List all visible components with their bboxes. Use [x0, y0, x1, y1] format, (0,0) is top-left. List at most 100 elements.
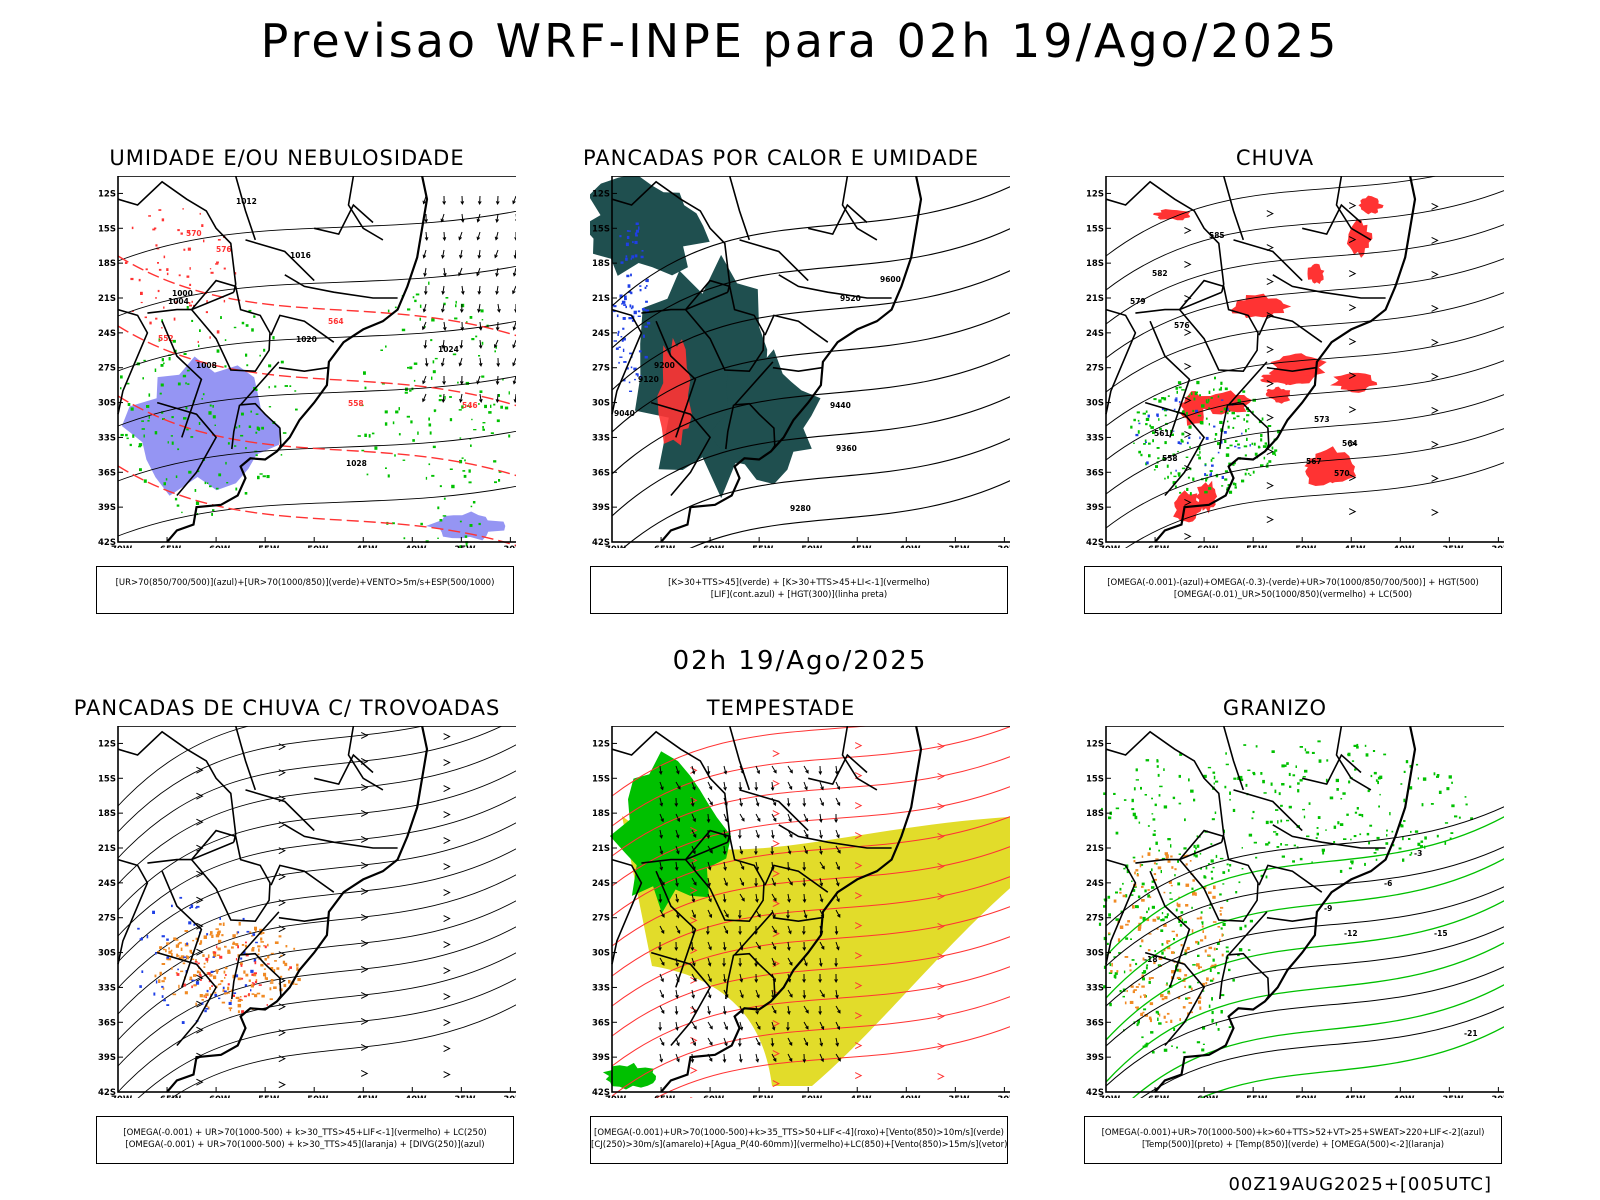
lon-label: 45W [1344, 545, 1366, 548]
lat-label: 15S [1086, 224, 1104, 234]
teal-instability-area [708, 349, 821, 485]
lat-label: 36S [98, 1018, 116, 1028]
lon-label: 70W [605, 545, 627, 548]
map-granizo-svg: -3 -6 -9 -12 -15 -18 -21 12S 15S 18S 21S 24S 27S 30S 3… [1086, 726, 1504, 1098]
green-wind850-area [602, 1062, 656, 1090]
red-streamlines-850 [611, 726, 1010, 1098]
map-frame [1105, 726, 1504, 1093]
contour-label: -21 [1464, 1029, 1478, 1038]
panel-title: PANCADAS DE CHUVA C/ TROVOADAS [73, 696, 501, 720]
contour-label: 1028 [346, 459, 367, 468]
lat-label: 42S [1086, 538, 1104, 548]
lon-label: 30W [997, 545, 1010, 548]
lon-label: 45W [356, 1095, 378, 1098]
map-pancadas-svg: 9600 9520 9440 9360 9280 9200 9120 9040 12S 15S 18… [590, 176, 1010, 548]
lon-label: 30W [1491, 545, 1504, 548]
thickness-lines [117, 255, 516, 547]
page-subtitle: 02h 19/Ago/2025 [672, 646, 928, 676]
lat-label: 36S [1086, 468, 1104, 478]
lat-label: 24S [1086, 879, 1104, 889]
political-borders [1105, 726, 1386, 1047]
contour-label: 579 [1130, 297, 1146, 306]
lat-label: 21S [592, 844, 610, 854]
legend-line: [UR>70(850/700/500)](azul)+[UR>70(1000/8… [115, 578, 495, 588]
lon-label: 65W [160, 545, 182, 548]
political-borders [1105, 176, 1386, 497]
wind-vectors [422, 195, 516, 404]
page-title: Previsao WRF-INPE para 02h 19/Ago/2025 [260, 14, 1340, 68]
map-tempestade: 12S 15S 18S 21S 24S 27S 30S 33S 36S 39S 42S70W 65W 6… [590, 726, 1010, 1098]
lat-label: 15S [98, 224, 116, 234]
map-trovoadas-svg: 12S 15S 18S 21S 24S 27S 30S 33S 36S 39S 42S70W 65W 6… [98, 726, 516, 1098]
legend-line: [K>30+TTS>45](verde) + [K>30+TTS>45+LI<-… [668, 578, 930, 588]
political-borders [611, 176, 892, 497]
red-rain-area [1268, 386, 1291, 404]
lon-label: 60W [1197, 1095, 1219, 1098]
lon-label: 35W [1442, 1095, 1464, 1098]
lon-label: 65W [160, 1095, 182, 1098]
lon-label: 50W [801, 1095, 823, 1098]
lon-label: 50W [1295, 545, 1317, 548]
lat-label: 33S [592, 433, 610, 443]
lon-label: 35W [454, 1095, 476, 1098]
lon-label: 60W [703, 545, 725, 548]
lon-label: 65W [654, 545, 676, 548]
contour-label: 9120 [638, 375, 659, 384]
map-frame [611, 176, 1010, 543]
lat-label: 36S [592, 1018, 610, 1028]
green-omega-area [1130, 376, 1281, 496]
lat-label: 15S [592, 774, 610, 784]
contour-label: -9 [1324, 904, 1332, 913]
lat-label: 33S [1086, 433, 1104, 443]
lat-label: 15S [98, 774, 116, 784]
lat-label: 24S [592, 329, 610, 339]
lat-label: 12S [98, 189, 116, 199]
contour-label: 576 [1174, 321, 1190, 330]
lat-label: 18S [98, 259, 116, 269]
red-rain-area [1307, 263, 1325, 284]
lon-label: 70W [111, 1095, 133, 1098]
lon-label: 45W [1344, 1095, 1366, 1098]
contour-label: 585 [1209, 231, 1225, 240]
lat-label: 21S [1086, 294, 1104, 304]
blue-divergence [137, 896, 258, 1024]
contour-label: 1016 [290, 251, 311, 260]
lat-label: 33S [592, 983, 610, 993]
blue-lif-contours [612, 222, 651, 392]
legend-line: [LIF](cont.azul) + [HGT(300)](linha pret… [710, 590, 888, 600]
blue-humidity-area [426, 511, 506, 541]
lon-label: 50W [1295, 1095, 1317, 1098]
green-temp850-contours [1101, 740, 1473, 879]
lon-label: 50W [307, 545, 329, 548]
legend-line: [OMEGA(-0.001)-(azul)+OMEGA(-0.3)-(verde… [1107, 578, 1479, 588]
coastline [1154, 176, 1417, 543]
lon-label: 45W [850, 545, 872, 548]
political-borders [611, 726, 892, 1047]
lat-label: 39S [592, 503, 610, 513]
contour-label: 9600 [880, 275, 901, 284]
lat-label: 12S [592, 739, 610, 749]
lat-label: 27S [98, 914, 116, 924]
streamlines-250 [117, 726, 516, 1098]
lat-label: 39S [98, 503, 116, 513]
lon-label: 35W [948, 545, 970, 548]
map-chuva-svg: 585 582 579 576 573 570 567 564 561 558 12S 15S 18S 2… [1086, 176, 1504, 548]
green-wind850-area [609, 751, 732, 914]
lat-label: 39S [1086, 503, 1104, 513]
contour-label: 1024 [438, 345, 459, 354]
hgt300-lines [611, 186, 1010, 548]
lat-label: 18S [592, 259, 610, 269]
contour-label: 582 [1152, 269, 1168, 278]
lat-label: 42S [592, 1088, 610, 1098]
lon-label: 40W [405, 545, 427, 548]
contour-label: 552 [158, 334, 174, 343]
lon-label: 40W [1393, 1095, 1415, 1098]
coastline [166, 726, 429, 1093]
contour-label: 570 [1334, 469, 1350, 478]
lat-label: 24S [98, 879, 116, 889]
lat-label: 21S [98, 844, 116, 854]
lat-label: 30S [592, 949, 610, 959]
hgt500-lines [1105, 176, 1504, 548]
lat-label: 39S [98, 1053, 116, 1063]
